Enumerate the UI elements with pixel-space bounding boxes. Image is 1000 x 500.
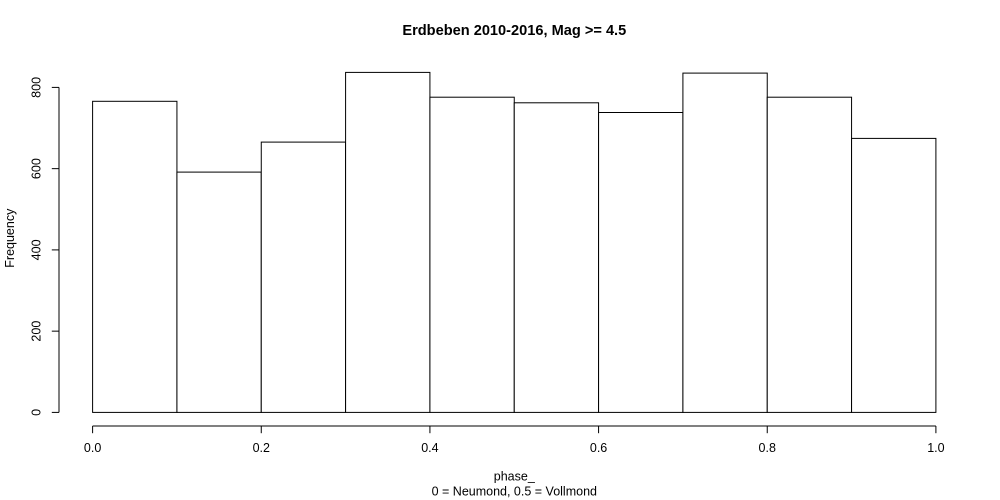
svg-text:1.0: 1.0 (927, 441, 944, 455)
svg-text:400: 400 (29, 239, 43, 260)
svg-text:0: 0 (29, 409, 43, 416)
svg-text:phase_: phase_ (494, 470, 536, 484)
svg-text:800: 800 (29, 77, 43, 98)
svg-text:600: 600 (29, 158, 43, 179)
svg-text:Frequency: Frequency (3, 208, 17, 268)
svg-text:Erdbeben 2010-2016, Mag >= 4.5: Erdbeben 2010-2016, Mag >= 4.5 (402, 23, 626, 39)
svg-text:0.4: 0.4 (421, 441, 438, 455)
svg-text:0 = Neumond, 0.5 = Vollmond: 0 = Neumond, 0.5 = Vollmond (432, 485, 597, 499)
svg-text:0.0: 0.0 (84, 441, 101, 455)
svg-text:0.8: 0.8 (759, 441, 776, 455)
svg-text:0.6: 0.6 (590, 441, 607, 455)
svg-text:200: 200 (29, 321, 43, 342)
svg-text:0.2: 0.2 (253, 441, 270, 455)
